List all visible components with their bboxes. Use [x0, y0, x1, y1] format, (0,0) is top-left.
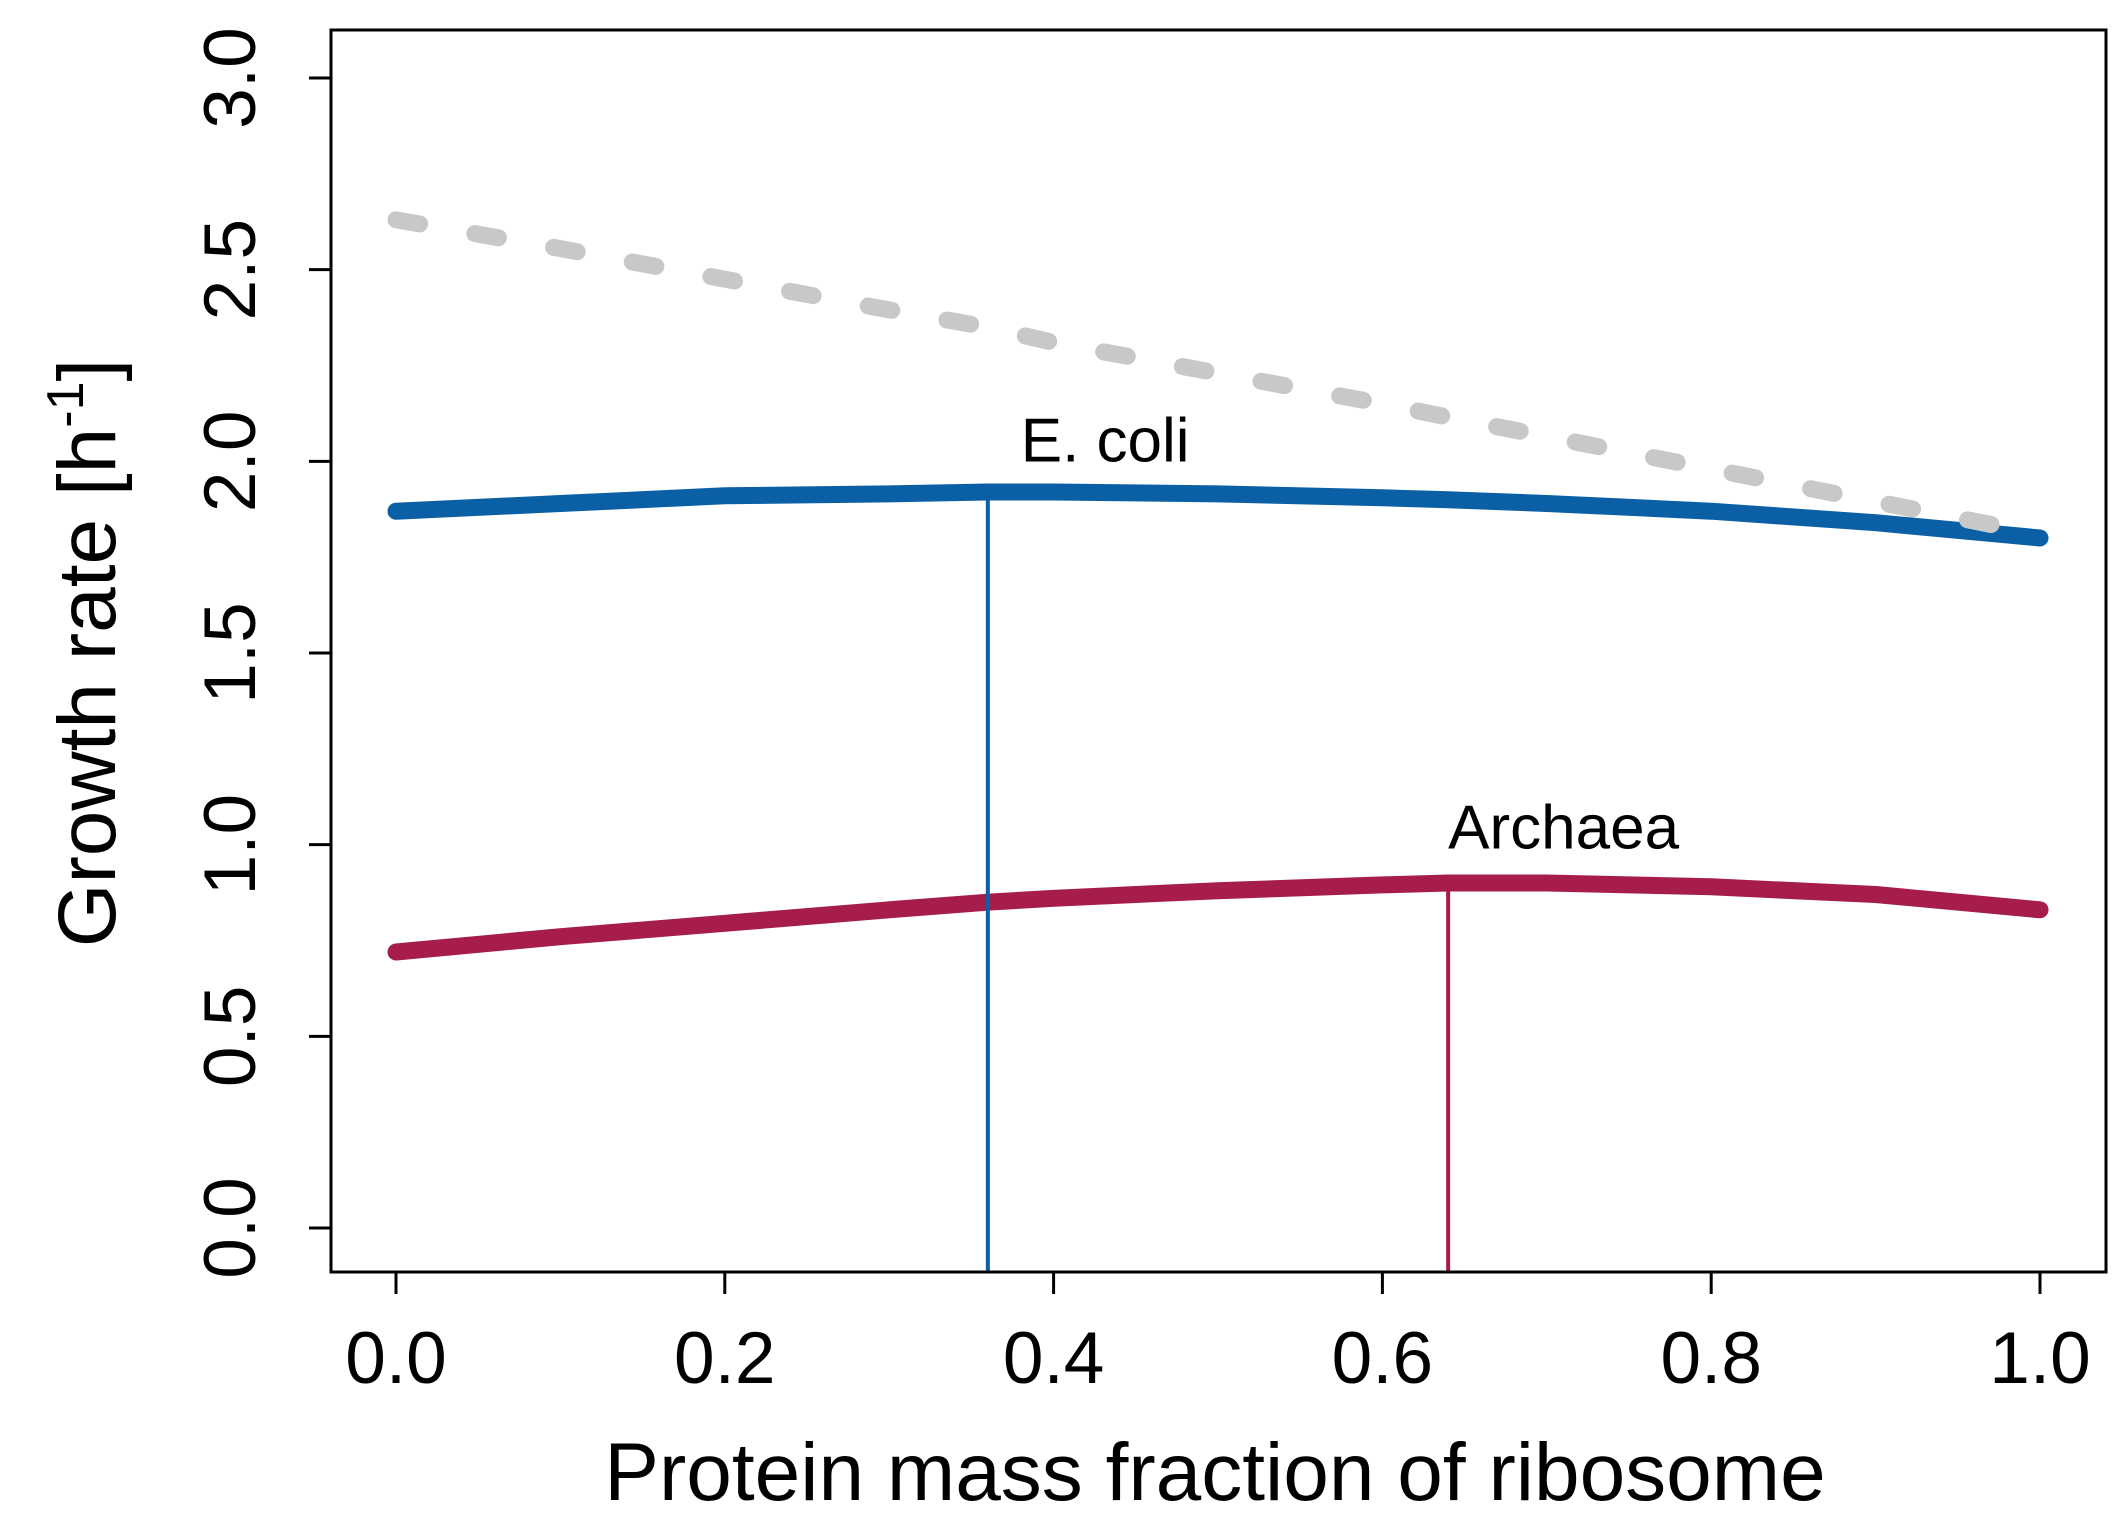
curve-label-archaea: Archaea [1448, 794, 1679, 863]
y-tick-label: 0.0 [190, 1177, 271, 1278]
labels-layer: Protein mass fraction of ribosome Growth… [37, 27, 2091, 1518]
y-axis-title-main: Growth rate [h [42, 428, 133, 948]
plot-frame [329, 28, 2108, 1274]
y-axis-title-close: ] [42, 359, 133, 382]
x-tick-label: 0.6 [1332, 1318, 1433, 1399]
x-axis-title: Protein mass fraction of ribosome [604, 1427, 1825, 1518]
x-tick-label: 0.4 [1003, 1318, 1104, 1399]
y-tick-label: 3.0 [190, 27, 271, 128]
x-tick-label: 0.0 [345, 1318, 446, 1399]
x-tick-label: 1.0 [1989, 1318, 2090, 1399]
x-tick-label: 0.8 [1660, 1318, 1761, 1399]
y-tick-label: 1.5 [190, 602, 271, 703]
series-line-e-coli [387, 483, 2049, 547]
series-line-archaea [387, 874, 2049, 961]
series-layer [387, 211, 2049, 1272]
axes-layer [309, 28, 2108, 1294]
y-axis-title: Growth rate [h-1] [37, 359, 133, 948]
series-line-2 [387, 211, 2049, 543]
y-tick-label: 2.0 [190, 411, 271, 512]
y-tick-label: 0.5 [190, 986, 271, 1087]
y-axis-title-superscript: -1 [37, 382, 95, 428]
x-tick-label: 0.2 [674, 1318, 775, 1399]
y-tick-label: 2.5 [190, 219, 271, 320]
y-tick-label: 1.0 [190, 794, 271, 895]
curve-label-e-coli: E. coli [1021, 406, 1190, 475]
